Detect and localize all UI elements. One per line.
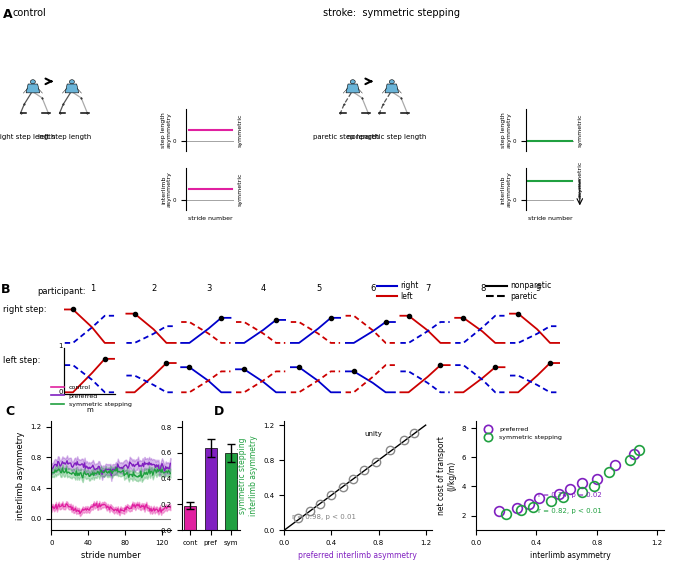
Text: A: A	[3, 8, 13, 21]
Legend: preferred, symmetric stepping: preferred, symmetric stepping	[479, 424, 564, 443]
Circle shape	[389, 80, 395, 84]
Text: D: D	[214, 405, 224, 419]
Text: control: control	[12, 8, 46, 19]
Text: nonparetic: nonparetic	[510, 281, 551, 290]
Text: 1: 1	[58, 343, 63, 350]
X-axis label: preferred interlimb asymmetry: preferred interlimb asymmetry	[299, 551, 417, 560]
Y-axis label: step length
asymmetry: step length asymmetry	[501, 113, 512, 148]
Y-axis label: interlimb asymmetry: interlimb asymmetry	[16, 431, 25, 519]
Polygon shape	[385, 84, 399, 93]
Text: right step:: right step:	[3, 305, 47, 315]
Circle shape	[69, 80, 75, 84]
Text: 0: 0	[58, 389, 63, 396]
Text: participant:: participant:	[38, 287, 86, 296]
Text: 4: 4	[261, 284, 266, 293]
Text: C: C	[5, 405, 15, 419]
X-axis label: stride number: stride number	[527, 216, 573, 221]
Text: B: B	[1, 283, 11, 296]
Text: 3: 3	[206, 284, 212, 293]
Circle shape	[350, 80, 356, 84]
Text: r = 0.82, p < 0.01: r = 0.82, p < 0.01	[538, 508, 602, 514]
Text: left step length: left step length	[38, 134, 92, 140]
Text: 8: 8	[480, 284, 486, 293]
Text: 9: 9	[535, 284, 540, 293]
Text: 2: 2	[151, 284, 157, 293]
Text: 1: 1	[90, 284, 95, 293]
Text: 7: 7	[425, 284, 431, 293]
X-axis label: stride number: stride number	[188, 216, 233, 221]
Text: symmetric: symmetric	[238, 114, 243, 147]
Text: unity: unity	[364, 431, 382, 436]
Text: left step:: left step:	[3, 356, 41, 365]
Circle shape	[30, 80, 36, 84]
Bar	[205, 448, 216, 530]
Text: 5: 5	[316, 284, 321, 293]
Y-axis label: interlimb
asymmetry: interlimb asymmetry	[501, 172, 512, 207]
Y-axis label: interlimb
asymmetry: interlimb asymmetry	[161, 172, 172, 207]
X-axis label: stride number: stride number	[82, 551, 141, 560]
Y-axis label: symmetric stepping
interlimb asymmetry: symmetric stepping interlimb asymmetry	[238, 435, 258, 516]
Text: r = 0.98, p < 0.01: r = 0.98, p < 0.01	[292, 514, 356, 520]
Text: paretic step length: paretic step length	[313, 134, 379, 140]
Text: right step length: right step length	[0, 134, 55, 140]
Text: paretic: paretic	[510, 292, 537, 301]
X-axis label: m: m	[86, 407, 92, 413]
Text: left: left	[401, 292, 413, 301]
Text: symmetric: symmetric	[238, 173, 243, 206]
Text: symmetric: symmetric	[578, 114, 583, 147]
Text: right: right	[401, 281, 419, 290]
Bar	[225, 453, 237, 530]
Polygon shape	[346, 84, 360, 93]
Polygon shape	[26, 84, 40, 93]
Y-axis label: step length
asymmetry: step length asymmetry	[161, 113, 172, 148]
Text: stroke:  symmetric stepping: stroke: symmetric stepping	[323, 8, 460, 19]
Text: r = 0.74, p = 0.02: r = 0.74, p = 0.02	[538, 493, 602, 498]
Y-axis label: net cost of transport
(J/kg/m): net cost of transport (J/kg/m)	[437, 436, 456, 515]
Polygon shape	[65, 84, 79, 93]
Legend: control, preferred, symmetric stepping: control, preferred, symmetric stepping	[49, 382, 134, 410]
Bar	[184, 505, 197, 530]
X-axis label: interlimb asymmetry: interlimb asymmetry	[530, 551, 610, 560]
Text: asymmetric: asymmetric	[578, 160, 583, 197]
Text: 6: 6	[371, 284, 376, 293]
Text: nonparetic step length: nonparetic step length	[347, 134, 427, 140]
